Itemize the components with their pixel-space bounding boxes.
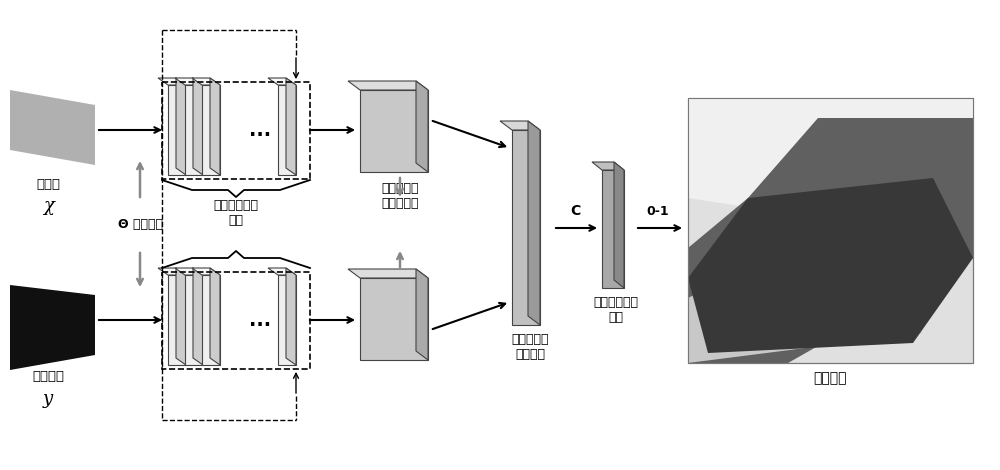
Polygon shape — [688, 118, 973, 363]
Polygon shape — [175, 78, 203, 85]
Polygon shape — [202, 85, 220, 175]
Polygon shape — [210, 78, 220, 175]
Polygon shape — [278, 85, 296, 175]
Polygon shape — [192, 78, 220, 85]
Text: χ: χ — [43, 197, 53, 215]
Polygon shape — [688, 98, 973, 363]
Polygon shape — [268, 268, 296, 275]
Text: 模块: 模块 — [228, 214, 244, 227]
Polygon shape — [592, 162, 624, 170]
Text: 源点云: 源点云 — [36, 178, 60, 191]
Text: ...: ... — [249, 120, 271, 140]
Text: 模块: 模块 — [608, 311, 624, 324]
Text: C: C — [570, 204, 580, 218]
Polygon shape — [168, 275, 186, 365]
Text: y: y — [43, 390, 53, 408]
Polygon shape — [512, 130, 540, 325]
Polygon shape — [500, 121, 540, 130]
Polygon shape — [185, 85, 203, 175]
Polygon shape — [348, 81, 428, 90]
Text: ...: ... — [249, 311, 271, 329]
Polygon shape — [348, 269, 428, 278]
Polygon shape — [360, 90, 428, 172]
Polygon shape — [193, 268, 203, 365]
Polygon shape — [210, 268, 220, 365]
Text: 向量归一化: 向量归一化 — [381, 197, 419, 210]
Text: 特征融合提取: 特征融合提取 — [214, 199, 258, 212]
Polygon shape — [688, 178, 973, 353]
Text: 最近邻特征: 最近邻特征 — [511, 333, 549, 346]
Polygon shape — [688, 258, 923, 363]
Polygon shape — [688, 98, 973, 218]
Text: 匹配输出: 匹配输出 — [813, 371, 847, 385]
Text: 概率匹配对应: 概率匹配对应 — [594, 296, 639, 309]
Polygon shape — [193, 78, 203, 175]
Polygon shape — [10, 90, 95, 165]
Polygon shape — [185, 275, 203, 365]
Text: 匹配模块: 匹配模块 — [515, 348, 545, 361]
Text: 目标点云: 目标点云 — [32, 370, 64, 383]
Polygon shape — [268, 78, 296, 85]
Polygon shape — [168, 85, 186, 175]
Text: 特征描述子: 特征描述子 — [381, 182, 419, 195]
Polygon shape — [614, 162, 624, 288]
Polygon shape — [175, 268, 203, 275]
Polygon shape — [416, 269, 428, 360]
Polygon shape — [528, 121, 540, 325]
Text: Θ 权值共享: Θ 权值共享 — [118, 219, 162, 232]
Polygon shape — [158, 268, 186, 275]
Polygon shape — [416, 81, 428, 172]
Polygon shape — [192, 268, 220, 275]
Polygon shape — [360, 278, 428, 360]
Polygon shape — [286, 78, 296, 175]
Polygon shape — [202, 275, 220, 365]
Polygon shape — [176, 268, 186, 365]
Polygon shape — [286, 268, 296, 365]
Polygon shape — [176, 78, 186, 175]
Polygon shape — [158, 78, 186, 85]
Text: 0-1: 0-1 — [647, 205, 669, 218]
Polygon shape — [278, 275, 296, 365]
Polygon shape — [10, 285, 95, 370]
Polygon shape — [602, 170, 624, 288]
